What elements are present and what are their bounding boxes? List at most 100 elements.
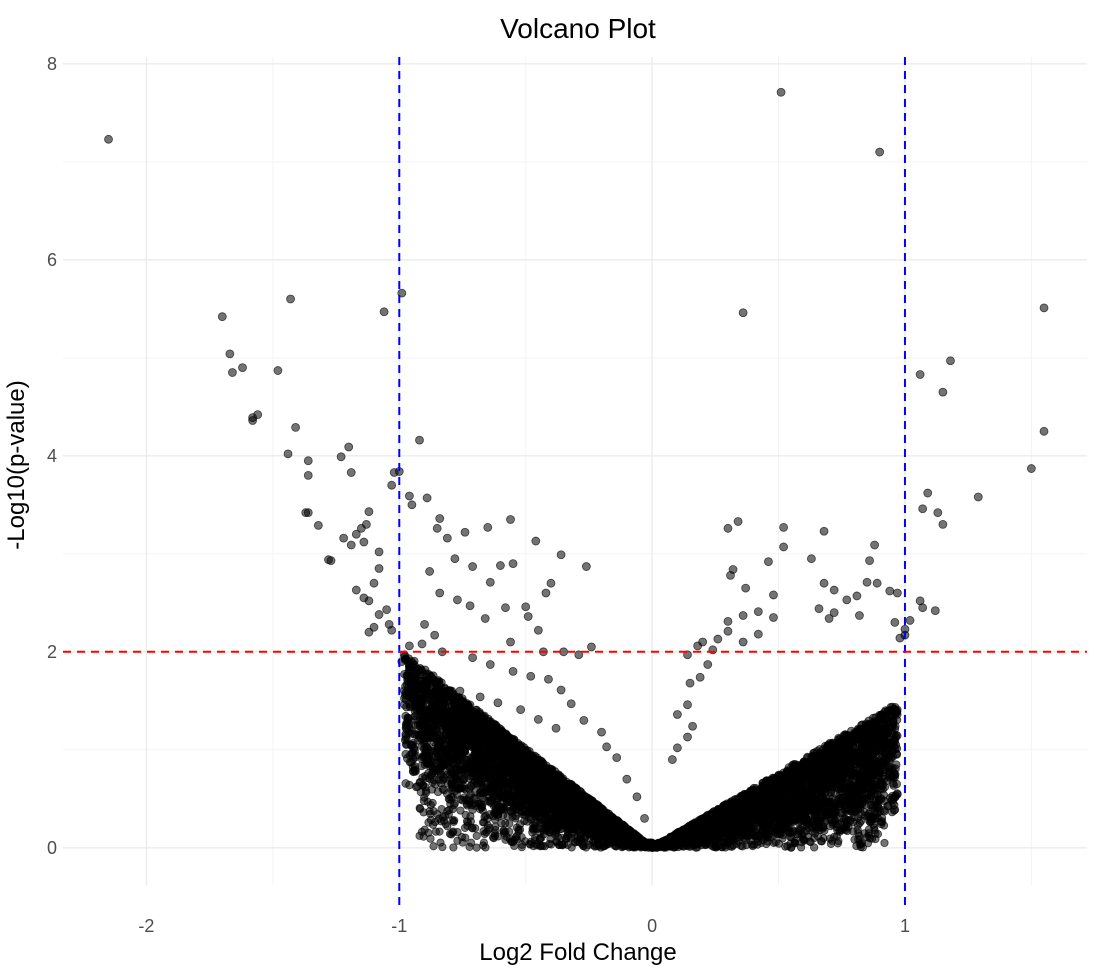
data-point <box>764 557 773 567</box>
data-point <box>356 523 366 533</box>
data-point <box>566 699 576 709</box>
data-point <box>885 586 895 596</box>
data-point <box>432 523 442 533</box>
data-point <box>531 536 541 546</box>
data-point <box>723 523 733 533</box>
data-point <box>415 435 424 445</box>
data-point <box>468 653 478 663</box>
data-point <box>918 504 928 514</box>
data-point <box>533 625 543 635</box>
data-point <box>741 583 751 593</box>
data-point <box>404 491 414 501</box>
data-point <box>313 520 323 530</box>
data-point <box>506 637 515 647</box>
data-point <box>769 613 778 622</box>
data-point <box>508 666 518 676</box>
data-point <box>493 698 503 708</box>
data-point <box>579 715 589 725</box>
data-point <box>829 585 839 595</box>
data-point <box>558 774 568 783</box>
data-point <box>416 700 426 710</box>
data-point <box>326 556 336 566</box>
data-point <box>401 779 411 788</box>
data-point <box>485 660 495 669</box>
data-point <box>587 642 596 652</box>
data-point <box>364 627 374 637</box>
cloud-layer <box>400 652 902 852</box>
data-point <box>283 449 293 459</box>
data-point <box>303 471 313 480</box>
data-point <box>430 678 440 687</box>
data-point <box>814 604 824 614</box>
data-point <box>351 529 361 539</box>
data-point <box>667 755 677 764</box>
grid-layer <box>63 57 1087 885</box>
data-point <box>870 540 880 550</box>
data-point <box>581 562 591 571</box>
data-point <box>382 605 392 615</box>
data-point <box>733 517 743 526</box>
data-point <box>404 641 414 651</box>
data-point <box>374 610 384 619</box>
data-point <box>291 422 301 432</box>
data-point <box>508 559 518 568</box>
data-point <box>104 134 113 144</box>
data-point <box>930 606 940 616</box>
data-point <box>738 308 748 318</box>
data-point <box>420 619 429 629</box>
data-point <box>640 813 649 823</box>
data-point <box>556 685 566 695</box>
data-point <box>602 742 612 752</box>
data-point <box>695 672 705 682</box>
data-point <box>779 522 788 532</box>
data-point <box>465 601 475 611</box>
data-point <box>238 363 247 373</box>
data-point <box>442 533 452 543</box>
data-point <box>453 595 462 605</box>
data-point <box>776 87 786 97</box>
data-point <box>905 616 915 625</box>
data-point <box>430 630 440 640</box>
data-point <box>374 547 384 557</box>
data-point <box>483 522 493 532</box>
data-point <box>248 413 258 422</box>
data-point <box>387 625 397 635</box>
data-point <box>875 147 885 157</box>
data-point <box>401 691 410 700</box>
data-point <box>485 719 495 728</box>
data-point <box>946 356 955 366</box>
data-point <box>938 387 948 397</box>
data-point <box>973 492 983 502</box>
data-point <box>501 603 510 613</box>
data-point <box>819 578 829 588</box>
data-point <box>933 508 943 518</box>
data-point <box>842 595 852 605</box>
data-point <box>495 729 505 738</box>
data-point <box>406 674 416 683</box>
points-layer <box>104 87 1049 823</box>
data-point <box>460 527 470 537</box>
data-point <box>387 480 397 490</box>
data-point <box>551 723 561 733</box>
data-point <box>597 727 606 737</box>
data-point <box>408 738 418 748</box>
data-point <box>622 774 632 784</box>
data-point <box>1039 426 1049 436</box>
data-point <box>807 554 816 564</box>
data-point <box>546 578 556 588</box>
data-point <box>417 639 427 649</box>
data-point <box>344 442 354 452</box>
data-point <box>336 452 346 462</box>
data-point <box>435 514 445 523</box>
data-point <box>303 508 313 518</box>
data-point <box>556 550 566 560</box>
data-point <box>521 602 531 612</box>
data-point <box>753 629 763 639</box>
data-point <box>938 520 948 529</box>
data-point <box>506 515 515 524</box>
data-point <box>779 542 788 552</box>
data-point <box>862 577 872 587</box>
data-point <box>738 611 748 620</box>
data-point <box>346 540 356 550</box>
